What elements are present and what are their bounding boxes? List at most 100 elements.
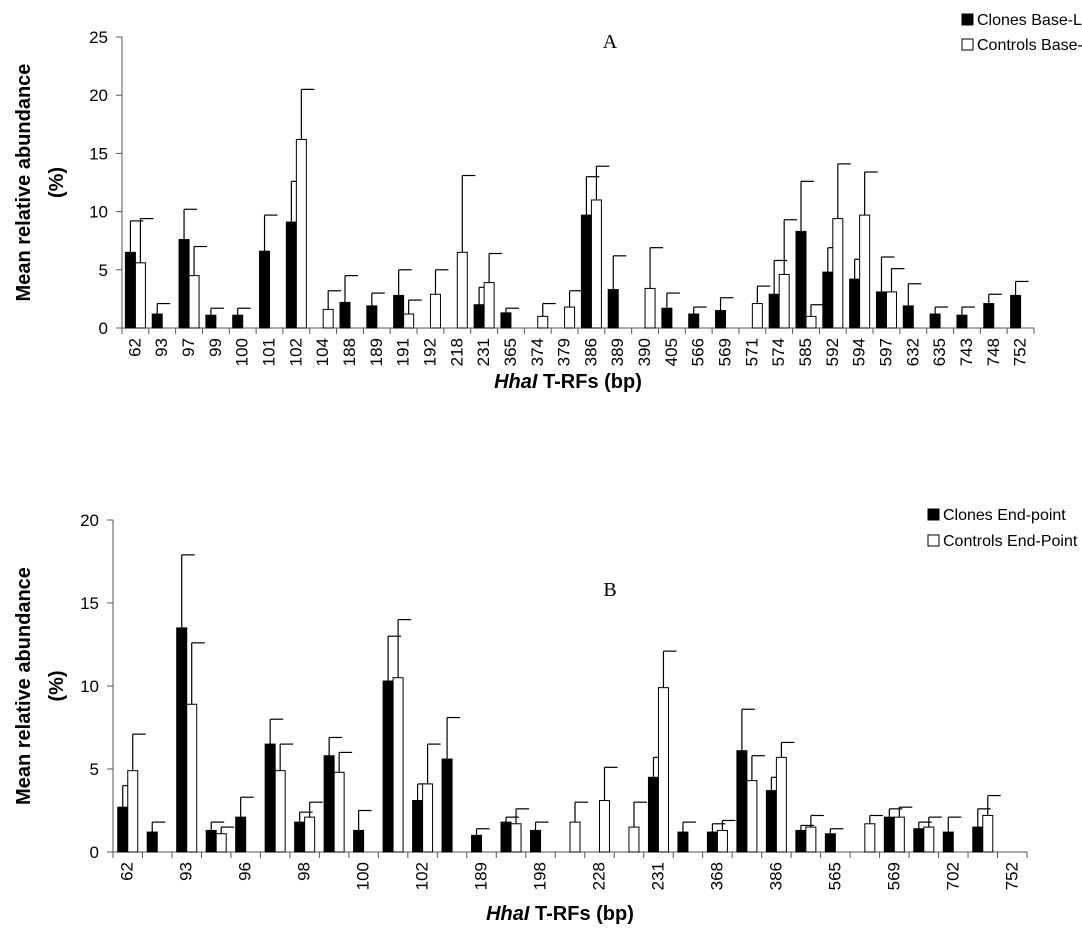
x-axis-title-rest: T-RFs (bp) (537, 371, 641, 393)
bar-clones (765, 790, 777, 853)
bar-clones (677, 831, 689, 853)
bar-clones (285, 221, 297, 329)
x-tick-label: 100 (354, 862, 373, 890)
x-tick-label: 702 (943, 862, 962, 890)
bar-clones (607, 289, 619, 329)
y-tick-label: 10 (89, 203, 108, 222)
x-tick-label: 565 (825, 862, 844, 890)
bar-clones (473, 304, 485, 329)
y-tick-label: 15 (89, 144, 108, 163)
x-tick-label: 592 (823, 338, 842, 366)
bar-clones (353, 829, 365, 853)
bar-clones (688, 313, 700, 329)
x-tick-label: 104 (313, 338, 332, 366)
bar-clones (339, 301, 351, 329)
bar-controls (322, 308, 334, 329)
bar-controls (483, 282, 495, 329)
bar-clones (913, 828, 925, 853)
bar-controls (775, 756, 787, 853)
bar-clones (471, 834, 483, 853)
bar-clones (795, 230, 807, 329)
x-tick-label: 743 (957, 338, 976, 366)
bar-clones (875, 291, 887, 329)
bar-controls (598, 800, 610, 853)
y-tick-label: 0 (90, 843, 99, 862)
bar-clones (647, 776, 659, 853)
bar-clones (972, 826, 984, 853)
bar-clones (929, 313, 941, 329)
bar-controls (422, 783, 434, 853)
bar-controls (403, 313, 415, 329)
bar-clones (205, 829, 217, 853)
x-tick-label: 98 (295, 862, 314, 881)
bar-clones (983, 303, 995, 329)
x-tick-label: 748 (984, 338, 1003, 366)
bar-controls (274, 770, 286, 853)
x-tick-label: 101 (260, 338, 279, 366)
bar-clones (259, 250, 271, 329)
x-tick-label: 62 (118, 862, 137, 881)
x-tick-label: 189 (472, 862, 491, 890)
y-axis-title: Mean relative abundance (13, 64, 35, 302)
x-tick-label: 386 (766, 862, 785, 890)
legend-swatch (961, 13, 974, 26)
bar-clones (883, 816, 895, 853)
x-tick-label: 231 (648, 862, 667, 890)
bar-clones (412, 800, 424, 853)
x-tick-label: 231 (474, 338, 493, 366)
x-tick-label: 386 (581, 338, 600, 366)
y-tick-label: 25 (89, 28, 108, 47)
x-tick-label: 99 (206, 338, 225, 357)
legend-label: Controls End-Point (943, 533, 1078, 550)
bar-clones (824, 833, 836, 853)
bar-clones (661, 307, 673, 329)
panel-label: B (603, 579, 616, 601)
bar-controls (569, 821, 581, 853)
bar-clones (715, 310, 727, 329)
x-tick-label: 635 (930, 338, 949, 366)
y-tick-label: 5 (90, 760, 99, 779)
x-tick-label: 192 (420, 338, 439, 366)
y-tick-label: 20 (89, 86, 108, 105)
bar-clones (323, 755, 335, 853)
bar-controls (295, 138, 307, 329)
x-tick-label: 97 (179, 338, 198, 357)
x-tick-label: 188 (340, 338, 359, 366)
bar-controls (893, 816, 905, 853)
x-axis-title-italic: HhaI (486, 903, 530, 925)
y-axis-title-unit: (%) (46, 670, 68, 701)
bar-controls (333, 771, 345, 853)
x-axis-title: HhaI T-RFs (bp) (494, 371, 642, 393)
bar-clones (768, 293, 780, 329)
bar-controls (564, 306, 576, 329)
bar-controls (923, 826, 935, 853)
x-tick-label: 566 (689, 338, 708, 366)
bar-controls (537, 315, 549, 329)
x-tick-label: 191 (394, 338, 413, 366)
bar-clones (151, 313, 163, 329)
x-tick-label: 390 (635, 338, 654, 366)
y-tick-label: 15 (80, 594, 99, 613)
bar-controls (864, 823, 876, 853)
x-tick-label: 571 (742, 338, 761, 366)
legend-swatch (961, 38, 974, 51)
bar-controls (429, 293, 441, 329)
bar-clones (500, 312, 512, 329)
legend-label: Clones Base-Line (977, 12, 1082, 29)
x-tick-label: 752 (1002, 862, 1021, 890)
x-tick-label: 100 (233, 338, 252, 366)
bar-clones (294, 821, 306, 853)
bar-clones (1010, 294, 1022, 329)
bar-clones (500, 821, 512, 853)
bar-controls (392, 677, 404, 853)
bar-controls (590, 199, 602, 329)
x-tick-label: 569 (884, 862, 903, 890)
legend-swatch (927, 508, 940, 521)
x-tick-label: 379 (555, 338, 574, 366)
bar-clones (736, 750, 748, 853)
bar-controls (859, 214, 871, 329)
bar-controls (127, 770, 139, 853)
x-tick-label: 198 (531, 862, 550, 890)
x-tick-label: 585 (796, 338, 815, 366)
